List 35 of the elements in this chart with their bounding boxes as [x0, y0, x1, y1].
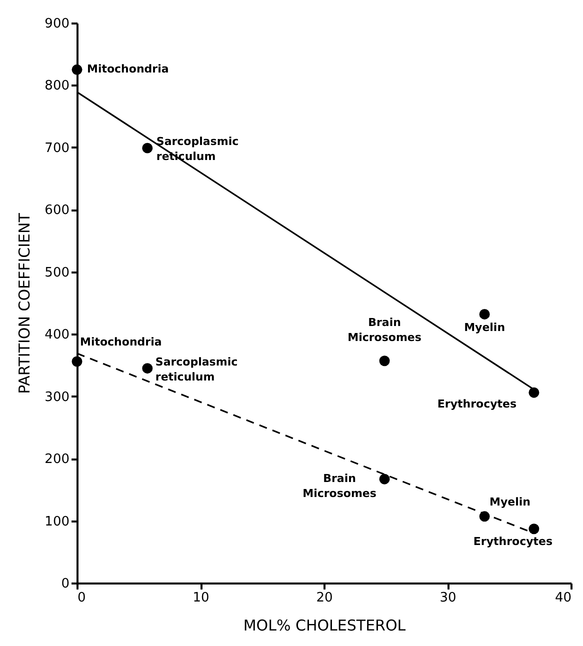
y-tick-label: 900: [44, 16, 70, 32]
y-tick-label: 500: [44, 265, 70, 280]
x-tick-label: 20: [316, 590, 333, 606]
annotation: Mitochondria: [80, 335, 162, 348]
point: [528, 387, 540, 398]
annotation: Mitochondria: [87, 62, 169, 76]
y-axis-title: PARTITION COEFFICIENT: [16, 212, 34, 394]
x-tick-label: 30: [440, 590, 456, 606]
point: [142, 363, 153, 374]
point: [379, 474, 390, 484]
x-tick-label: 0: [78, 590, 86, 606]
y-tick-label: 400: [44, 328, 70, 343]
point: [479, 308, 490, 320]
annotation: Brain Microsomes: [302, 472, 377, 500]
annotation: Erythrocytes: [437, 398, 517, 411]
y-tick-label: 800: [44, 78, 70, 94]
annotation: Brain Microsomes: [348, 316, 422, 344]
annotation: Erythrocytes: [473, 534, 553, 548]
point: [528, 524, 540, 534]
annotation: Myelin: [490, 495, 531, 508]
y-tick-label: 200: [44, 452, 70, 468]
y-tick-label: 700: [44, 140, 70, 156]
y-tick-label: 0: [61, 576, 70, 592]
point: [72, 356, 82, 367]
point: [72, 64, 82, 75]
annotation: Sarcoplasmic reticulum: [155, 355, 238, 384]
x-tick-label: 40: [554, 590, 572, 606]
point: [379, 356, 390, 366]
annotation: Myelin: [464, 321, 506, 334]
y-tick-label: 100: [44, 514, 70, 530]
point: [142, 142, 153, 154]
y-tick-label: 600: [44, 203, 70, 218]
x-axis-title: MOL% CHOLESTEROL: [243, 616, 406, 634]
y-tick-label: 300: [44, 390, 70, 405]
x-tick-label: 10: [192, 590, 210, 606]
